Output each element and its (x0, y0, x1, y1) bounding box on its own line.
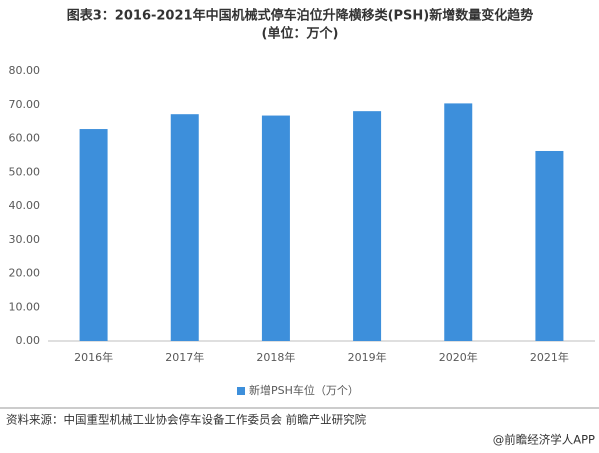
y-tick-label: 60.00 (9, 132, 41, 145)
y-tick-label: 10.00 (9, 300, 41, 313)
legend-swatch (237, 387, 245, 395)
y-tick-label: 70.00 (9, 98, 41, 111)
bar (535, 150, 564, 341)
y-tick-label: 20.00 (9, 267, 41, 280)
x-tick-label: 2018年 (256, 350, 295, 364)
y-tick-label: 0.00 (16, 334, 41, 347)
bar (170, 114, 199, 341)
source: 资料来源：中国重型机械工业协会停车设备工作委员会 前瞻产业研究院 (6, 413, 367, 427)
x-tick-label: 2019年 (348, 350, 387, 364)
x-tick-label: 2016年 (74, 350, 113, 364)
credit: @前瞻经济学人APP (493, 433, 595, 447)
legend-label: 新增PSH车位（万个） (249, 383, 359, 397)
x-tick-label: 2017年 (165, 350, 204, 364)
bar (261, 115, 290, 341)
y-tick-label: 50.00 (9, 165, 41, 178)
bar (353, 111, 382, 341)
chart-title: 图表3：2016-2021年中国机械式停车泊位升降横移类(PSH)新增数量变化趋… (67, 8, 533, 24)
y-tick-label: 80.00 (9, 64, 41, 77)
chart-subtitle: (单位：万个) (262, 26, 339, 42)
bar (79, 129, 108, 341)
x-tick-label: 2020年 (439, 350, 478, 364)
bar (444, 103, 473, 342)
x-tick-label: 2021年 (530, 350, 569, 364)
y-tick-label: 30.00 (9, 233, 41, 246)
y-tick-label: 40.00 (9, 199, 41, 212)
